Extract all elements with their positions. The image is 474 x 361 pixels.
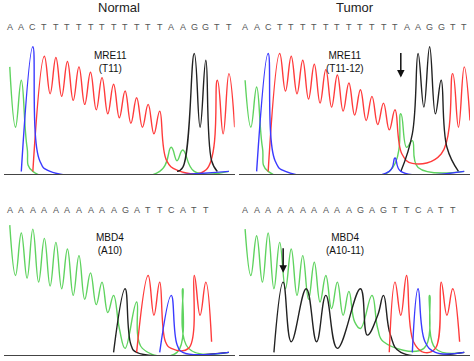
svg-text:T: T	[64, 22, 70, 32]
svg-text:A: A	[53, 205, 59, 215]
svg-text:Tumor: Tumor	[336, 0, 374, 15]
svg-text:A: A	[134, 205, 140, 215]
svg-text:T: T	[134, 22, 140, 32]
svg-text:T: T	[122, 22, 128, 32]
svg-text:T: T	[145, 22, 151, 32]
svg-text:T: T	[288, 22, 294, 32]
svg-text:A: A	[76, 205, 82, 215]
svg-text:A: A	[334, 205, 340, 215]
svg-text:T: T	[277, 22, 283, 32]
svg-text:T: T	[191, 205, 197, 215]
svg-text:T: T	[53, 22, 59, 32]
svg-text:A: A	[254, 205, 260, 215]
svg-text:A: A	[288, 205, 294, 215]
svg-text:C: C	[168, 205, 175, 215]
svg-text:MRE11(T11-12): MRE11(T11-12)	[326, 50, 364, 74]
svg-text:C: C	[265, 22, 272, 32]
svg-text:T: T	[392, 22, 398, 32]
svg-text:MRE11(T11): MRE11(T11)	[94, 50, 127, 74]
svg-text:A: A	[180, 205, 186, 215]
svg-text:T: T	[438, 205, 444, 215]
svg-text:T: T	[157, 22, 163, 32]
svg-text:A: A	[99, 205, 105, 215]
svg-text:MBD4(A10-11): MBD4(A10-11)	[326, 232, 364, 256]
svg-text:A: A	[7, 22, 13, 32]
svg-text:G: G	[122, 205, 129, 215]
svg-text:A: A	[254, 22, 260, 32]
svg-text:Normal: Normal	[98, 0, 140, 15]
svg-text:T: T	[76, 22, 82, 32]
svg-text:T: T	[357, 22, 363, 32]
svg-text:G: G	[357, 205, 364, 215]
svg-text:T: T	[323, 22, 329, 32]
svg-text:G: G	[191, 22, 198, 32]
svg-text:T: T	[381, 22, 387, 32]
svg-text:T: T	[334, 22, 340, 32]
svg-text:A: A	[18, 205, 24, 215]
svg-text:A: A	[427, 205, 433, 215]
svg-text:A: A	[415, 22, 421, 32]
svg-text:A: A	[242, 22, 248, 32]
svg-text:C: C	[415, 205, 422, 215]
svg-text:T: T	[203, 205, 209, 215]
svg-text:T: T	[226, 22, 232, 32]
svg-text:T: T	[346, 22, 352, 32]
svg-text:A: A	[369, 205, 375, 215]
svg-text:A: A	[323, 205, 329, 215]
svg-text:T: T	[300, 22, 306, 32]
svg-text:A: A	[180, 22, 186, 32]
svg-text:A: A	[41, 205, 47, 215]
svg-text:MBD4(A10): MBD4(A10)	[96, 232, 124, 256]
svg-text:T: T	[99, 22, 105, 32]
svg-text:A: A	[300, 205, 306, 215]
svg-text:T: T	[311, 22, 317, 32]
svg-text:A: A	[18, 22, 24, 32]
svg-text:A: A	[404, 22, 410, 32]
svg-text:A: A	[111, 205, 117, 215]
svg-text:T: T	[157, 205, 163, 215]
svg-text:T: T	[392, 205, 398, 215]
svg-text:A: A	[168, 22, 174, 32]
svg-text:A: A	[30, 205, 36, 215]
svg-text:G: G	[380, 205, 387, 215]
svg-text:A: A	[265, 205, 271, 215]
svg-text:G: G	[426, 22, 433, 32]
svg-text:T: T	[145, 205, 151, 215]
svg-text:G: G	[438, 22, 445, 32]
svg-text:T: T	[214, 22, 220, 32]
svg-text:T: T	[369, 22, 375, 32]
svg-text:A: A	[311, 205, 317, 215]
svg-text:C: C	[29, 22, 36, 32]
svg-text:G: G	[202, 22, 209, 32]
svg-text:T: T	[111, 22, 117, 32]
svg-text:T: T	[41, 22, 47, 32]
svg-text:A: A	[277, 205, 283, 215]
svg-text:A: A	[346, 205, 352, 215]
svg-text:A: A	[7, 205, 13, 215]
svg-text:A: A	[64, 205, 70, 215]
svg-text:T: T	[88, 22, 94, 32]
svg-text:T: T	[461, 22, 467, 32]
svg-text:T: T	[404, 205, 410, 215]
svg-text:T: T	[450, 205, 456, 215]
svg-text:T: T	[450, 22, 456, 32]
svg-text:A: A	[88, 205, 94, 215]
svg-text:A: A	[242, 205, 248, 215]
